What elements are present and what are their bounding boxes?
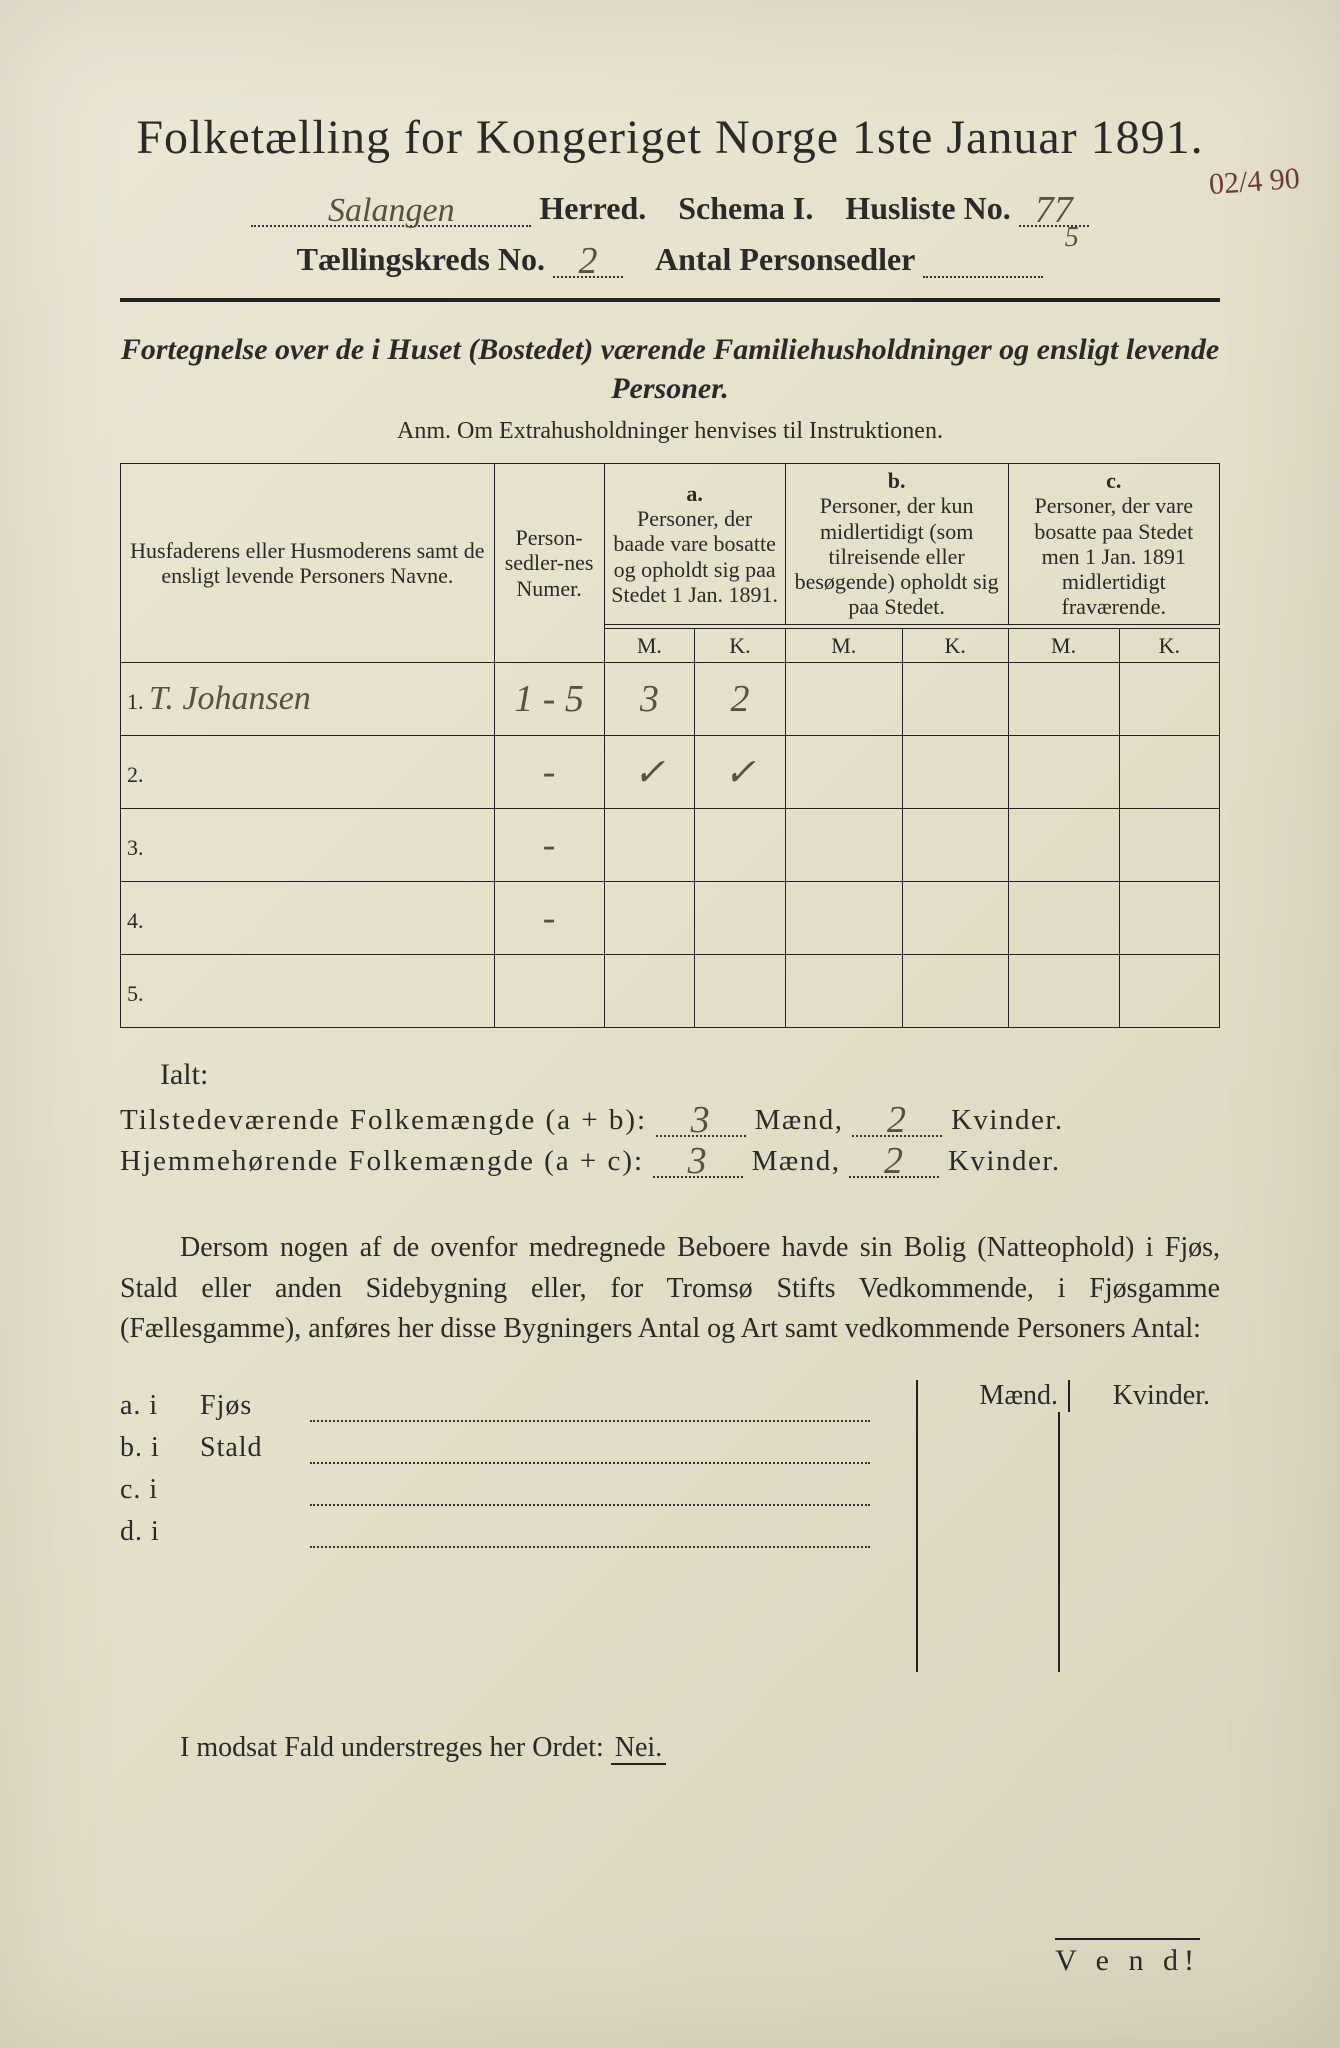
- row-ps: [494, 955, 604, 1028]
- dersom-text: Dersom nogen af de ovenfor medregnede Be…: [120, 1228, 1220, 1350]
- total2-k: 2: [884, 1140, 905, 1182]
- row-ps: -: [494, 736, 604, 809]
- row-bk: [902, 809, 1008, 882]
- row-name-cell: 5.: [121, 955, 495, 1028]
- husliste-sub: 5: [1065, 223, 1079, 253]
- row-bk: [902, 882, 1008, 955]
- row-ak: ✓: [695, 736, 786, 809]
- byg-mk-box: [916, 1412, 1220, 1672]
- row-ps: -: [494, 882, 604, 955]
- byg-row: c. i: [120, 1474, 916, 1506]
- total2-m: 3: [688, 1140, 709, 1182]
- col-c-k: K.: [1119, 628, 1219, 662]
- nei-word: Nei.: [611, 1732, 666, 1765]
- byg-row: a. iFjøs: [120, 1390, 916, 1422]
- row-ak: 2: [695, 663, 786, 736]
- total1-k: 2: [887, 1099, 908, 1141]
- kreds-label: Tællingskreds No.: [297, 241, 545, 277]
- bygning-list: a. iFjøs b. iStald c. i d. i: [120, 1380, 916, 1558]
- herred-label: Herred.: [539, 190, 646, 226]
- table-row: 2. -✓✓: [121, 736, 1220, 809]
- row-ck: [1119, 663, 1219, 736]
- row-cm: [1008, 882, 1119, 955]
- row-name-cell: 4.: [121, 882, 495, 955]
- vend-label: V e n d!: [1055, 1938, 1200, 1978]
- row-name-cell: 1. T. Johansen: [121, 663, 495, 736]
- col-b-k: K.: [902, 628, 1008, 662]
- col-c-m: M.: [1008, 628, 1119, 662]
- antal-value: [923, 246, 1043, 278]
- col-c-head: c. Personer, der vare bosatte paa Stedet…: [1008, 464, 1219, 625]
- row-name-cell: 2.: [121, 736, 495, 809]
- row-bm: [785, 736, 902, 809]
- census-form-page: 02/4 90 Folketælling for Kongeriget Norg…: [0, 0, 1340, 2048]
- row-am: ✓: [604, 736, 695, 809]
- row-bm: [785, 955, 902, 1028]
- kreds-value: 2: [578, 240, 597, 282]
- row-ps: -: [494, 809, 604, 882]
- byg-k-col: [1060, 1412, 1200, 1672]
- col-b-head: b. Personer, der kun midlertidigt (som t…: [785, 464, 1008, 625]
- husliste-label: Husliste No.: [845, 190, 1010, 226]
- byg-maend-label: Mænd.: [916, 1380, 1068, 1412]
- header-line-2: Tællingskreds No. 2 Antal Personsedler: [120, 241, 1220, 278]
- schema-label: Schema I.: [678, 190, 813, 226]
- herred-value: Salangen: [328, 192, 455, 229]
- fortegnelse-text: Fortegnelse over de i Huset (Bostedet) v…: [120, 330, 1220, 408]
- row-am: [604, 882, 695, 955]
- page-title: Folketælling for Kongeriget Norge 1ste J…: [120, 110, 1220, 165]
- col-a-m: M.: [604, 628, 695, 662]
- table-row: 1. T. Johansen1 - 532: [121, 663, 1220, 736]
- header-line-1: Salangen Herred. Schema I. Husliste No. …: [120, 190, 1220, 227]
- byg-row: d. i: [120, 1516, 916, 1548]
- row-cm: [1008, 663, 1119, 736]
- total-line-2: Hjemmehørende Folkemængde (a + c): 3 Mæn…: [120, 1145, 1220, 1178]
- row-bk: [902, 663, 1008, 736]
- divider: [120, 298, 1220, 302]
- row-name-cell: 3.: [121, 809, 495, 882]
- row-am: [604, 809, 695, 882]
- row-bm: [785, 809, 902, 882]
- table-row: 5.: [121, 955, 1220, 1028]
- anm-text: Anm. Om Extrahusholdninger henvises til …: [120, 418, 1220, 445]
- row-cm: [1008, 809, 1119, 882]
- byg-m-col: [918, 1412, 1060, 1672]
- table-row: 4. -: [121, 882, 1220, 955]
- row-ak: [695, 882, 786, 955]
- table-row: 3. -: [121, 809, 1220, 882]
- byg-row: b. iStald: [120, 1432, 916, 1464]
- row-ck: [1119, 736, 1219, 809]
- total1-m: 3: [691, 1099, 712, 1141]
- row-cm: [1008, 736, 1119, 809]
- row-ck: [1119, 882, 1219, 955]
- col-b-m: M.: [785, 628, 902, 662]
- row-am: [604, 955, 695, 1028]
- col-a-k: K.: [695, 628, 786, 662]
- modsat-line: I modsat Fald understreges her Ordet: Ne…: [120, 1732, 1220, 1764]
- row-ak: [695, 809, 786, 882]
- margin-annotation: 02/4 90: [1208, 162, 1301, 202]
- col-names: Husfaderens eller Husmoderens samt de en…: [121, 464, 495, 663]
- row-bm: [785, 663, 902, 736]
- col-personsedler: Person-sedler-nes Numer.: [494, 464, 604, 663]
- row-ps: 1 - 5: [494, 663, 604, 736]
- row-am: 3: [604, 663, 695, 736]
- row-ck: [1119, 955, 1219, 1028]
- row-bk: [902, 736, 1008, 809]
- total-line-1: Tilstedeværende Folkemængde (a + b): 3 M…: [120, 1104, 1220, 1137]
- row-ak: [695, 955, 786, 1028]
- census-table: Husfaderens eller Husmoderens samt de en…: [120, 463, 1220, 1028]
- row-cm: [1008, 955, 1119, 1028]
- byg-kvinder-label: Kvinder.: [1068, 1380, 1220, 1412]
- row-ck: [1119, 809, 1219, 882]
- col-a-head: a. Personer, der baade vare bosatte og o…: [604, 464, 785, 625]
- bygning-block: a. iFjøs b. iStald c. i d. i Mænd. Kvinder.: [120, 1380, 1220, 1672]
- row-bk: [902, 955, 1008, 1028]
- antal-label: Antal Personsedler: [655, 241, 915, 277]
- ialt-label: Ialt:: [160, 1058, 1220, 1092]
- row-bm: [785, 882, 902, 955]
